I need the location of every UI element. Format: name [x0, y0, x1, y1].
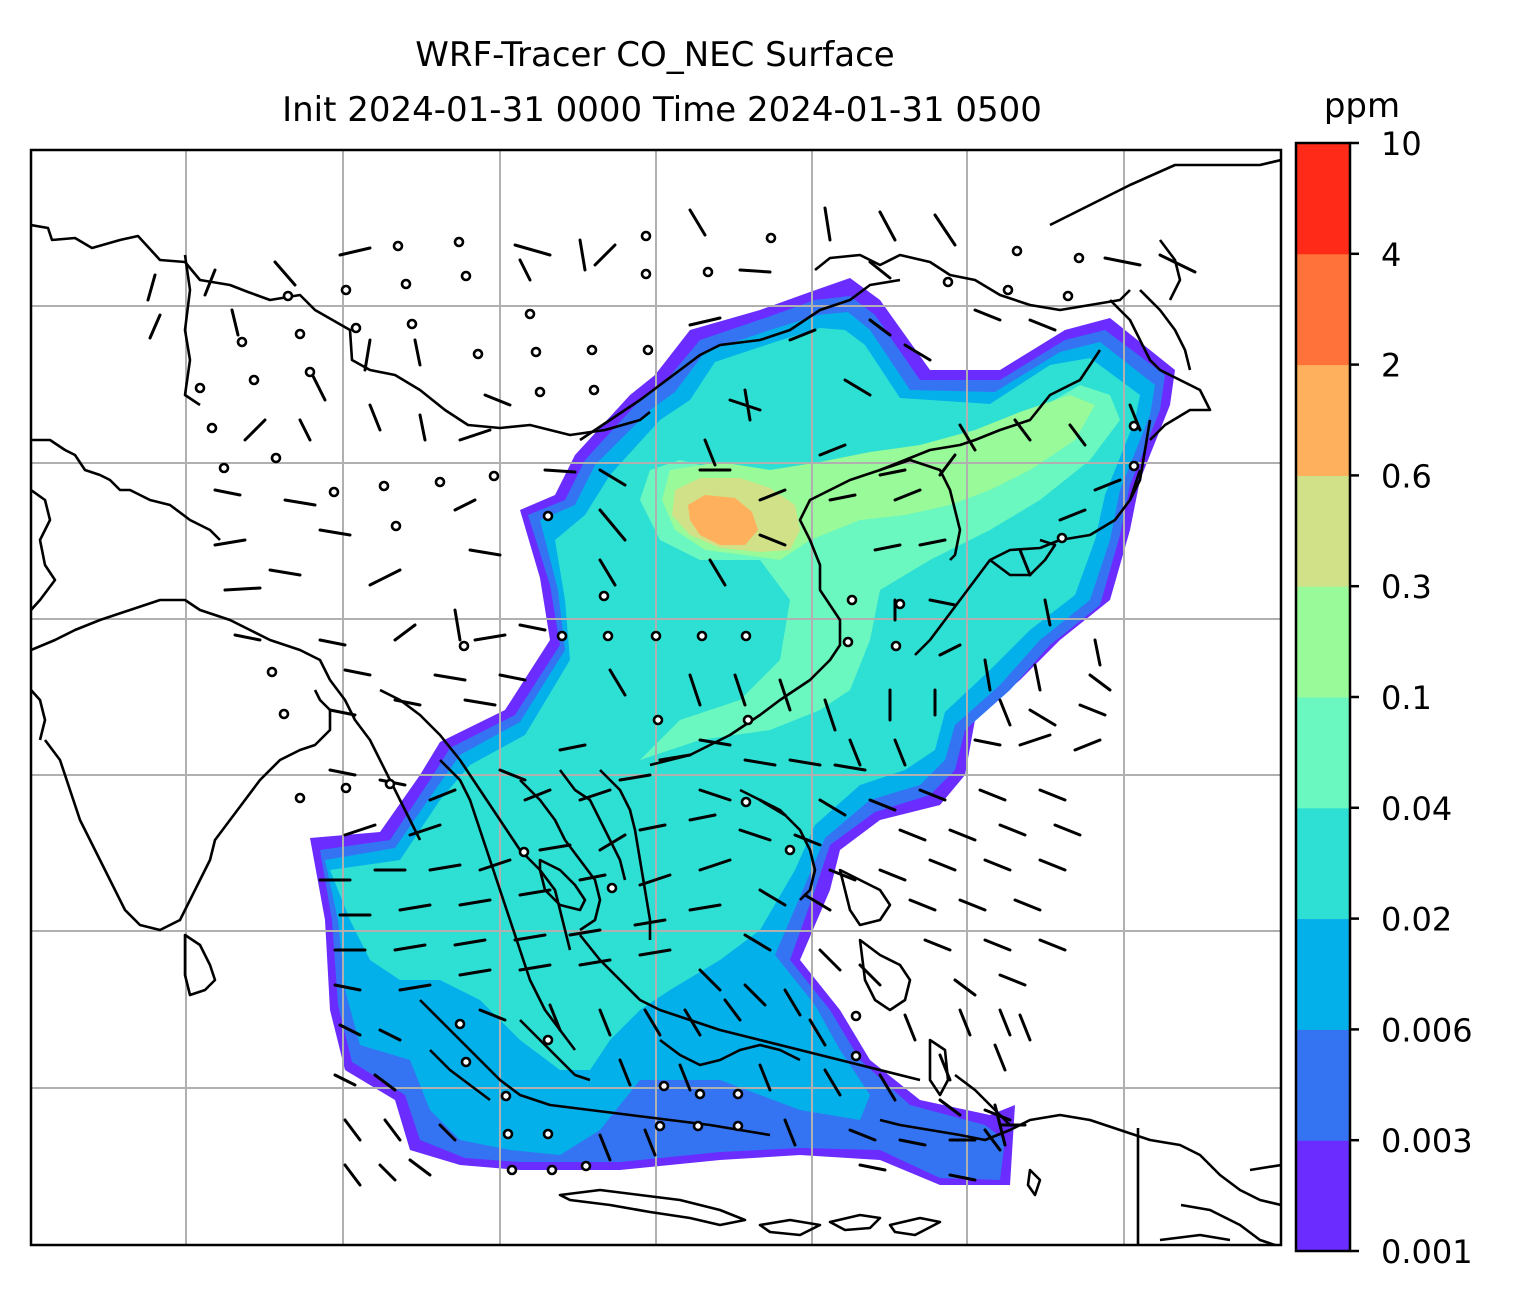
colorbar-tick-label: 0.006	[1381, 1011, 1473, 1049]
colorbar-swatch	[1296, 807, 1350, 920]
colorbar-tick-label: 0.02	[1381, 901, 1452, 939]
colorbar-tick-label: 0.6	[1381, 457, 1432, 495]
colorbar-tick-label: 0.04	[1381, 790, 1452, 828]
colorbar-swatch	[1296, 586, 1350, 698]
field-level-06	[688, 495, 758, 545]
colorbar-tick-label: 0.001	[1381, 1233, 1473, 1271]
colorbar-tick-label: 4	[1381, 236, 1401, 274]
colorbar-tick-label: 0.003	[1381, 1122, 1473, 1160]
colorbar-swatches	[1296, 143, 1350, 1252]
colorbar-tick-label: 10	[1381, 125, 1422, 163]
chart-subtitle: Init 2024-01-31 0000 Time 2024-01-31 050…	[282, 90, 1042, 130]
colorbar-swatch	[1296, 143, 1350, 255]
colorbar-swatch	[1296, 364, 1350, 476]
colorbar-swatch	[1296, 475, 1350, 587]
wind-barbs	[146, 206, 1197, 1187]
colorbar-swatch	[1296, 1029, 1350, 1141]
chart-title: WRF-Tracer CO_NEC Surface	[415, 35, 894, 75]
colorbar-ticks: 0.001 0.003 0.006 0.02 0.04 0.1 0.3 0.6 2 4 10	[1350, 125, 1473, 1271]
colorbar-tick-label: 2	[1381, 347, 1401, 385]
map-frame	[29, 148, 1283, 1247]
map-area	[31, 150, 1281, 1245]
concentration-field	[310, 278, 1175, 1185]
colorbar-tick-label: 0.3	[1381, 568, 1432, 606]
colorbar-tick-label: 0.1	[1381, 679, 1432, 717]
colorbar-swatch	[1296, 918, 1350, 1030]
colorbar-swatch	[1296, 1140, 1350, 1252]
colorbar-swatch	[1296, 253, 1350, 366]
coastlines	[31, 158, 1281, 1245]
calm-circles	[194, 230, 1140, 1176]
colorbar-unit: ppm	[1324, 86, 1400, 126]
colorbar: ppm 0.001 0.003 0.006 0.02 0.04 0.1 0.3 0.6 2 4 10	[1294, 86, 1473, 1271]
colorbar-swatch	[1296, 697, 1350, 809]
